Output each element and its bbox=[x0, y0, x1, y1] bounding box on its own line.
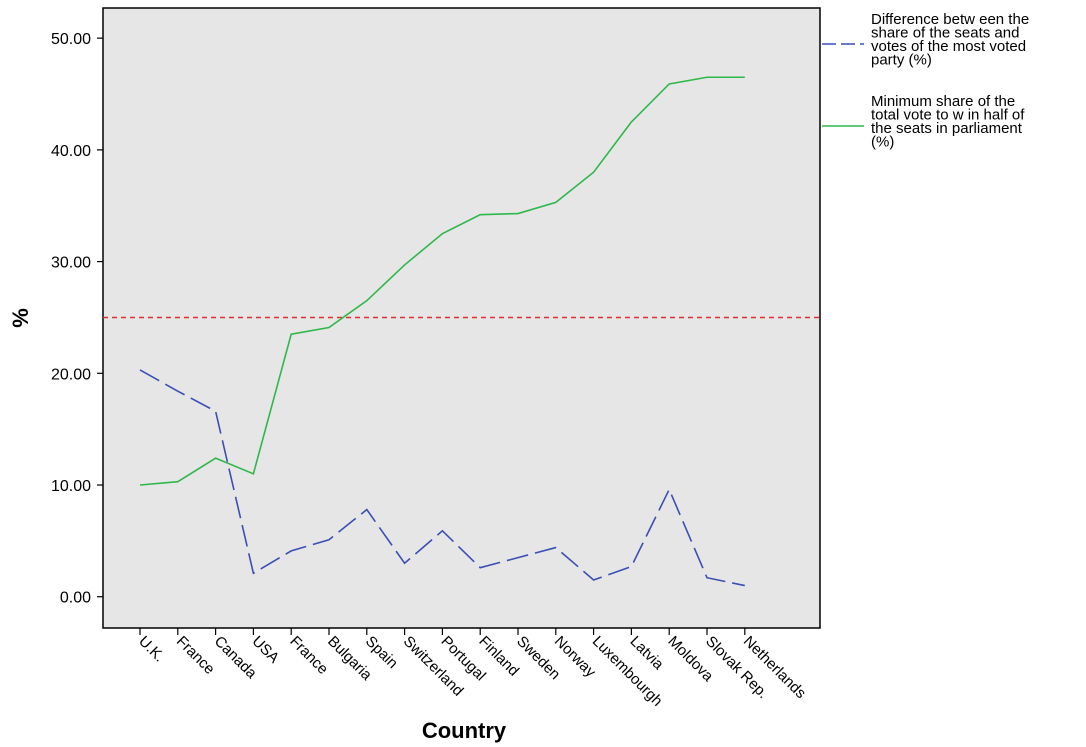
y-axis-title: % bbox=[8, 308, 33, 328]
x-tick-label: USA bbox=[249, 633, 283, 667]
x-axis-title: Country bbox=[422, 718, 507, 743]
legend-label: Minimum share of the bbox=[871, 93, 1015, 110]
legend-label: total vote to w in half of bbox=[871, 107, 1025, 124]
legend-label: party (%) bbox=[871, 52, 932, 69]
series-layer bbox=[139, 76, 745, 587]
y-tick-label: 0.00 bbox=[60, 590, 91, 607]
x-tick-label: France bbox=[173, 633, 218, 678]
legend-label: Difference betw een the bbox=[871, 11, 1029, 28]
legend-label: the seats in parliament bbox=[871, 120, 1023, 137]
x-tick-label: France bbox=[286, 633, 331, 678]
y-tick-label: 10.00 bbox=[51, 478, 91, 495]
x-tick-label: U.K. bbox=[135, 633, 168, 666]
legend-label: share of the seats and bbox=[871, 25, 1019, 42]
legend-label: (%) bbox=[871, 134, 894, 151]
y-tick-label: 30.00 bbox=[51, 255, 91, 272]
plot-area bbox=[102, 7, 821, 629]
y-tick-label: 20.00 bbox=[51, 366, 91, 383]
series-line-1 bbox=[139, 76, 745, 486]
y-axis: 0.00 10.00 20.00 30.00 40.00 50.00 bbox=[51, 31, 103, 607]
y-tick-label: 40.00 bbox=[51, 143, 91, 160]
legend-label: votes of the most voted bbox=[871, 38, 1026, 55]
series-line-0 bbox=[139, 369, 745, 587]
y-tick-label: 50.00 bbox=[51, 31, 91, 48]
